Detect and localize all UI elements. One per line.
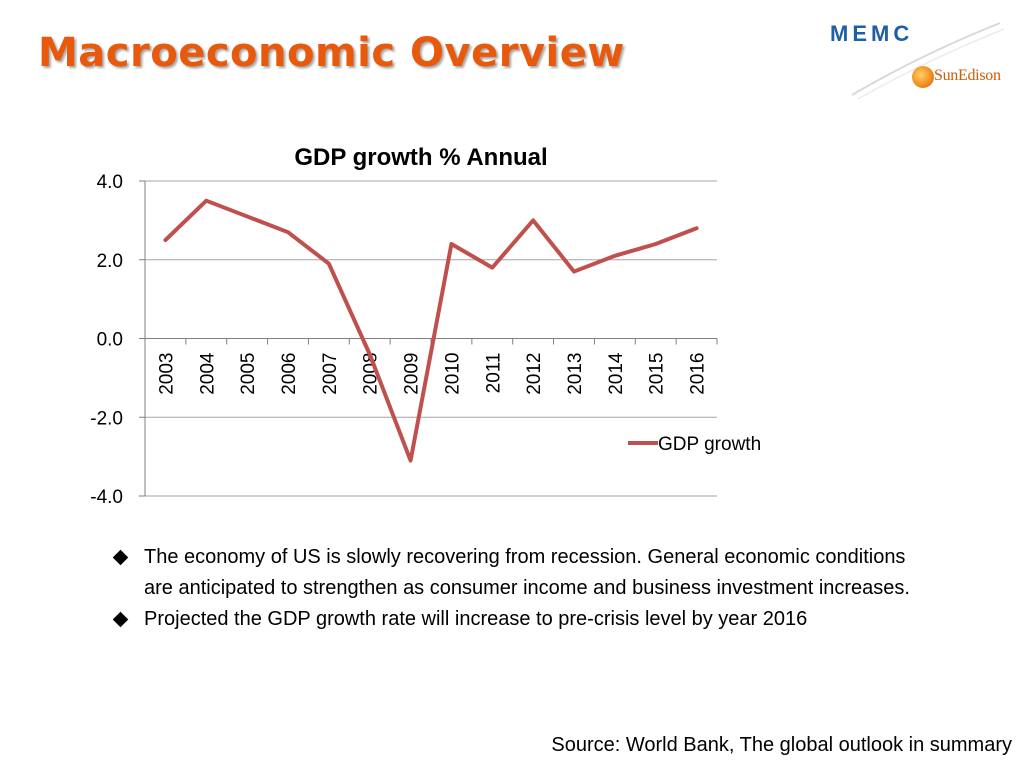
bullet-item: The economy of US is slowly recovering f… xyxy=(112,542,935,604)
sun-icon xyxy=(912,66,934,88)
diamond-bullet-icon xyxy=(112,611,129,628)
y-tick-label: 0.0 xyxy=(97,330,123,351)
x-tick-label: 2007 xyxy=(320,353,341,395)
x-tick-label: 2012 xyxy=(524,352,545,394)
sunedison-logo: SunEdison xyxy=(934,67,1001,84)
logo-area: MEMC SunEdison xyxy=(800,15,1010,105)
x-tick-label: 2013 xyxy=(565,353,586,395)
x-tick-label: 2015 xyxy=(647,353,668,395)
bullet-text: Projected the GDP growth rate will incre… xyxy=(144,608,808,630)
x-tick-label: 2011 xyxy=(483,353,504,394)
y-tick-label: 2.0 xyxy=(97,251,123,272)
memc-logo: MEMC xyxy=(830,21,914,46)
source-note: Source: World Bank, The global outlook i… xyxy=(551,734,1012,756)
slide-title: Macroeconomic Overview xyxy=(38,30,625,76)
y-tick-label: -2.0 xyxy=(90,408,123,429)
bullet-list: The economy of US is slowly recovering f… xyxy=(112,542,935,635)
series-line-gdp-growth xyxy=(163,198,699,463)
legend-label: GDP growth xyxy=(658,434,761,455)
x-tick-label: 2006 xyxy=(279,353,300,395)
x-tick-label: 2014 xyxy=(606,352,627,395)
x-tick-label: 2010 xyxy=(442,353,463,395)
logo-swoosh xyxy=(851,22,1005,100)
x-tick-label: 2008 xyxy=(361,353,382,395)
chart-title: GDP growth % Annual xyxy=(294,144,547,171)
y-tick-label: -4.0 xyxy=(90,487,123,508)
x-tick-label: 2016 xyxy=(688,353,709,395)
gdp-chart: GDP growth % Annual -4.0 -2.0 0.0 2.0 4.0 2003… xyxy=(90,144,761,508)
x-tick-label: 2003 xyxy=(156,353,177,395)
x-tick-label: 2009 xyxy=(402,353,423,395)
x-tick-label: 2004 xyxy=(197,352,218,395)
x-tick-label: 2005 xyxy=(238,353,259,395)
bullet-text: The economy of US is slowly recovering f… xyxy=(144,546,910,599)
y-tick-label: 4.0 xyxy=(97,172,123,193)
diamond-bullet-icon xyxy=(112,549,129,566)
bullet-item: Projected the GDP growth rate will incre… xyxy=(112,604,935,635)
